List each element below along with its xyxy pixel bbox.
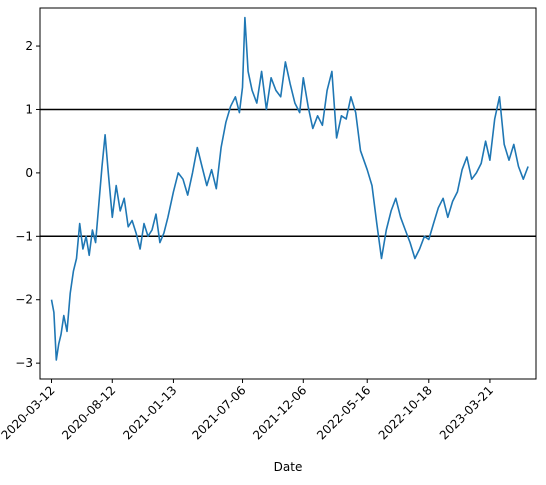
y-tick-label: −2 (15, 293, 33, 307)
x-tick-label: 2020-08-12 (59, 383, 118, 442)
x-axis-ticks: 2020-03-12 2020-08-12 2021-01-13 2021-07-06… (0, 379, 496, 442)
plot-frame (39, 7, 537, 380)
x-tick-label: 2022-05-16 (314, 383, 373, 442)
y-tick-label: 1 (25, 102, 33, 116)
x-tick-label: 2021-01-13 (120, 383, 179, 442)
threshold-lines (40, 108, 536, 238)
x-tick-label: 2022-10-18 (376, 383, 435, 442)
y-axis-ticks: −3 −2 −1 0 1 2 (15, 39, 40, 370)
y-tick-label: −1 (15, 229, 33, 243)
series-line-0 (50, 16, 529, 361)
series-layer (50, 16, 529, 361)
y-tick-label: 2 (25, 39, 33, 53)
x-tick-label: 2021-12-06 (250, 383, 309, 442)
x-tick-label: 2021-07-06 (189, 383, 248, 442)
y-tick-label: −3 (15, 356, 33, 370)
x-tick-label: 2023-03-21 (437, 383, 496, 442)
x-axis-label: Date (274, 460, 303, 474)
y-tick-label: 0 (25, 166, 33, 180)
x-tick-label: 2020-03-12 (0, 383, 58, 442)
